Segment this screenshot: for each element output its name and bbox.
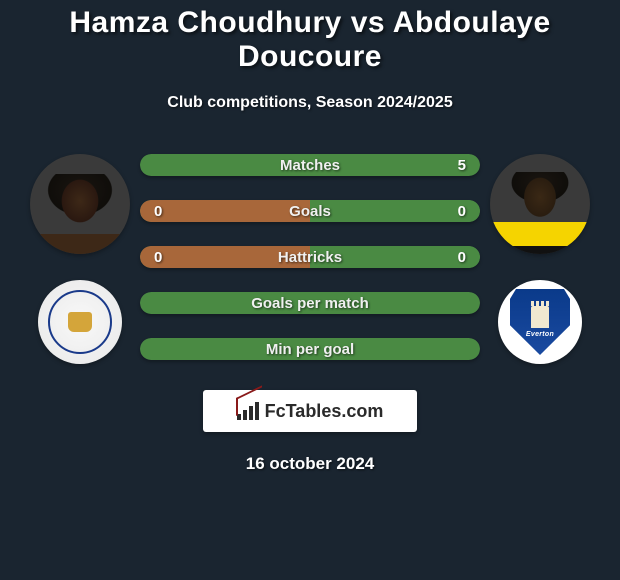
stat-bar: 0Hattricks0 bbox=[140, 246, 480, 268]
right-player-column: Everton bbox=[480, 154, 600, 364]
tower-icon bbox=[531, 306, 549, 328]
left-club-crest bbox=[38, 280, 122, 364]
stat-value-right: 0 bbox=[446, 203, 466, 220]
stat-label: Goals per match bbox=[174, 295, 446, 312]
page-title: Hamza Choudhury vs Abdoulaye Doucoure bbox=[0, 0, 620, 74]
watermark-text: FcTables.com bbox=[265, 401, 384, 422]
stat-value-left: 0 bbox=[154, 203, 174, 220]
comparison-bars: Matches50Goals00Hattricks0Goals per matc… bbox=[140, 154, 480, 364]
stat-value-right: 5 bbox=[446, 157, 466, 174]
comparison-infographic: Hamza Choudhury vs Abdoulaye Doucoure Cl… bbox=[0, 0, 620, 580]
avatar-figure bbox=[490, 172, 590, 254]
stat-label: Matches bbox=[174, 157, 446, 174]
stat-label: Hattricks bbox=[174, 249, 446, 266]
watermark: FcTables.com bbox=[203, 390, 417, 432]
stat-bar: Goals per match bbox=[140, 292, 480, 314]
stat-value-right: 0 bbox=[446, 249, 466, 266]
subtitle: Club competitions, Season 2024/2025 bbox=[0, 94, 620, 112]
avatar-figure bbox=[30, 174, 130, 254]
date-label: 16 october 2024 bbox=[0, 454, 620, 474]
stat-bar: Min per goal bbox=[140, 338, 480, 360]
stat-value-left: 0 bbox=[154, 249, 174, 266]
stat-label: Goals bbox=[174, 203, 446, 220]
shield-icon: Everton bbox=[510, 289, 570, 355]
right-club-crest: Everton bbox=[498, 280, 582, 364]
club-label: Everton bbox=[526, 331, 554, 338]
left-player-avatar bbox=[30, 154, 130, 254]
stat-label: Min per goal bbox=[174, 341, 446, 358]
content-row: Matches50Goals00Hattricks0Goals per matc… bbox=[0, 154, 620, 364]
stat-bar: 0Goals0 bbox=[140, 200, 480, 222]
left-player-column bbox=[20, 154, 140, 364]
right-player-avatar bbox=[490, 154, 590, 254]
bars-trend-icon bbox=[237, 402, 259, 420]
stat-bar: Matches5 bbox=[140, 154, 480, 176]
